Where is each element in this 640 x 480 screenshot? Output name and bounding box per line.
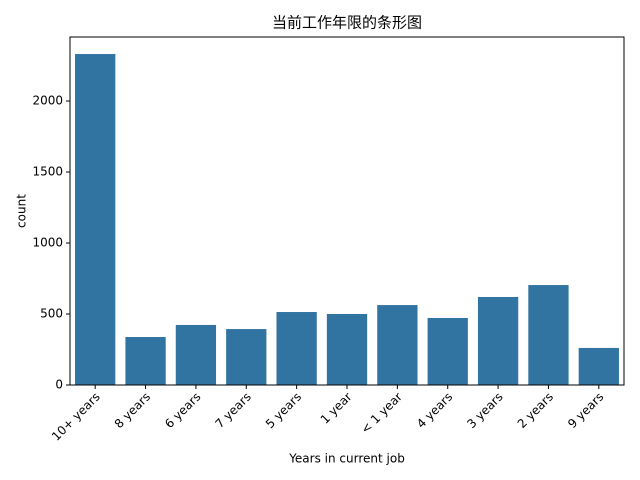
bar bbox=[326, 314, 368, 385]
x-tick-label: 2 years bbox=[515, 390, 556, 431]
bar bbox=[226, 329, 267, 385]
bar bbox=[578, 347, 619, 385]
bar bbox=[377, 305, 418, 385]
y-tick-label: 1000 bbox=[32, 236, 63, 250]
x-tick-label: 4 years bbox=[414, 390, 455, 431]
bar bbox=[427, 317, 468, 385]
x-tick-label: 5 years bbox=[263, 390, 304, 431]
x-tick-label: 3 years bbox=[464, 390, 505, 431]
y-tick-label: 0 bbox=[55, 378, 63, 392]
x-tick-label: 1 year bbox=[318, 390, 355, 427]
bar bbox=[175, 324, 217, 385]
x-tick-label: < 1 year bbox=[358, 390, 405, 437]
plot-frame bbox=[69, 36, 625, 386]
bar bbox=[477, 296, 519, 385]
y-tick-label: 2000 bbox=[32, 94, 63, 108]
x-tick-label: 6 years bbox=[162, 390, 203, 431]
bar bbox=[125, 337, 166, 385]
y-axis-label: count bbox=[15, 194, 29, 228]
x-tick-label: 9 years bbox=[565, 390, 606, 431]
x-axis-label: Years in current job bbox=[288, 452, 405, 466]
y-tick-label: 1500 bbox=[32, 165, 63, 179]
bar bbox=[75, 54, 116, 386]
bar bbox=[528, 285, 569, 385]
y-tick-label: 500 bbox=[40, 307, 63, 321]
x-tick-label: 7 years bbox=[213, 390, 254, 431]
bar bbox=[276, 312, 317, 385]
x-tick-label: 8 years bbox=[112, 390, 153, 431]
chart-title: 当前工作年限的条形图 bbox=[272, 14, 422, 32]
x-tick-label: 10+ years bbox=[49, 390, 103, 444]
